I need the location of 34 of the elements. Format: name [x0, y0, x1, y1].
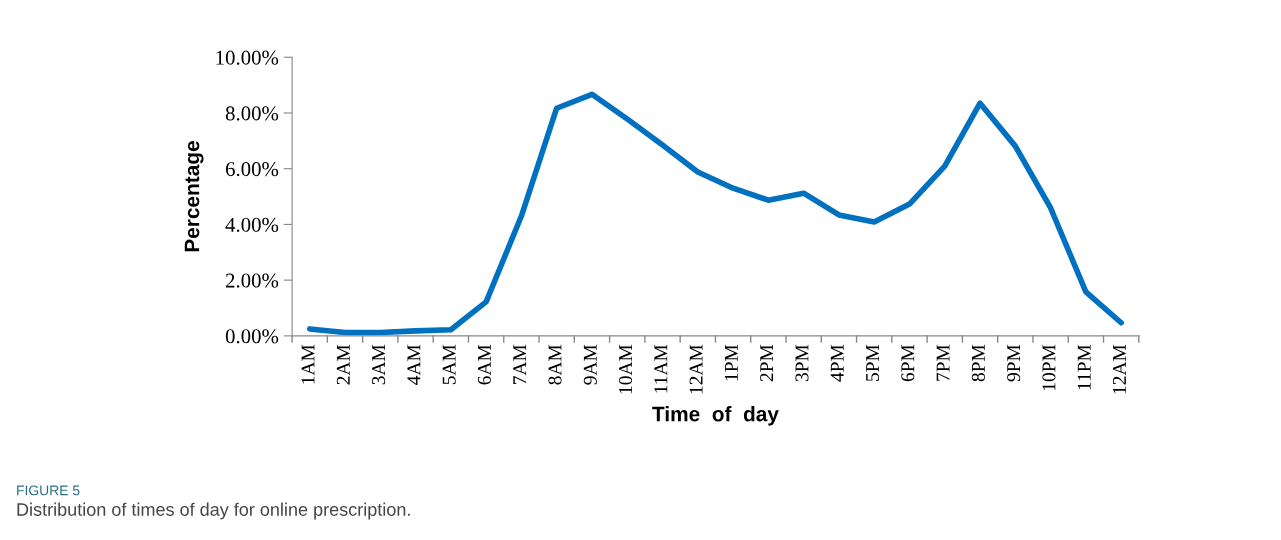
x-tick-label: 12AM: [689, 344, 703, 394]
x-tick-label: 10AM: [618, 344, 633, 394]
x-tick-label: 5PM: [866, 344, 880, 381]
x-tick-label: 1PM: [724, 344, 738, 381]
x-tick-label: 9AM: [583, 344, 597, 385]
x-tick-label: 11AM: [654, 344, 668, 393]
x-tick-label: 5AM: [442, 344, 456, 385]
y-tick-label: 2.00%: [225, 273, 279, 288]
caption: FIGURE 5: [17, 485, 80, 496]
x-tick-label: 7AM: [513, 344, 527, 384]
x-tick-label: 3PM: [795, 344, 809, 382]
x-tick-label: 4AM: [407, 344, 421, 385]
x-tick-label: 4PM: [830, 344, 844, 382]
x-tick-label: 1AM: [301, 344, 315, 384]
x-tick-label: 8PM: [971, 344, 985, 382]
x-tick-label: 6PM: [901, 344, 915, 382]
y-tick-label: 6.00%: [225, 162, 279, 177]
x-tick-label: 6AM: [477, 344, 491, 385]
y-axis-title: Percentage: [184, 141, 204, 252]
x-tick-label: 12AM: [1112, 344, 1126, 394]
y-tick-label: 8.00%: [225, 106, 279, 121]
x-tick-label: 8AM: [548, 344, 562, 385]
y-tick-label: 0.00%: [225, 329, 279, 344]
x-tick-label: 3AM: [372, 344, 386, 385]
x-tick-label: 9PM: [1007, 344, 1021, 382]
x-tick-label: 10PM: [1042, 344, 1056, 391]
x-tick-label: 2AM: [336, 344, 350, 385]
y-tick-label: 10.00%: [216, 50, 279, 65]
text: Distribution of times of day for online prescription.: [17, 502, 410, 520]
x-axis-title: Time of day: [652, 406, 779, 426]
y-tick-label: 4.00%: [225, 217, 279, 232]
x-tick-label: 2PM: [760, 344, 774, 382]
x-tick-label: 11PM: [1077, 344, 1091, 390]
x-tick-label: 7PM: [936, 344, 950, 381]
